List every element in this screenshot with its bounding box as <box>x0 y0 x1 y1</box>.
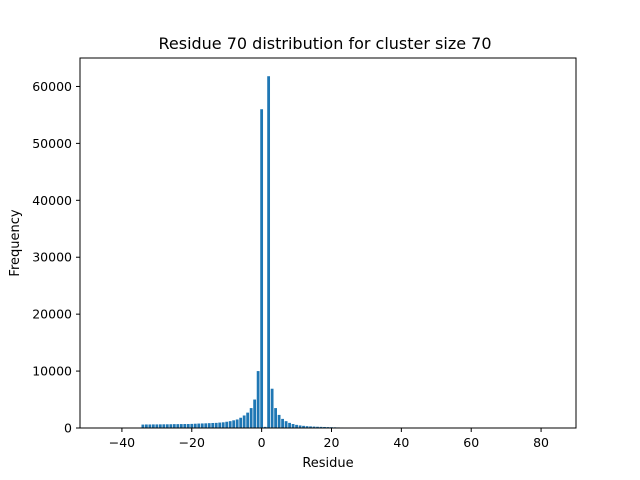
bar <box>193 423 197 428</box>
y-tick-label: 30000 <box>32 250 72 265</box>
bar <box>232 420 236 428</box>
bar <box>263 426 267 428</box>
y-axis-ticks: 0 10000 20000 30000 40000 50000 60000 <box>32 79 80 436</box>
bar <box>214 422 218 428</box>
bar <box>239 417 243 428</box>
bar <box>155 424 159 428</box>
bar <box>169 424 173 428</box>
bar <box>298 425 302 428</box>
bar <box>302 425 305 428</box>
plot-frame <box>79 57 577 429</box>
bar <box>158 424 162 428</box>
chart-title: Residue 70 distribution for cluster size… <box>158 34 491 53</box>
bar <box>228 421 232 428</box>
bar <box>309 426 312 428</box>
bar <box>253 399 257 428</box>
bar <box>144 424 148 428</box>
bar <box>218 422 222 428</box>
bar <box>277 414 281 428</box>
x-tick-label: 60 <box>463 435 479 450</box>
bar <box>190 423 194 428</box>
bar <box>207 423 211 428</box>
bar <box>256 371 260 428</box>
bar <box>267 76 271 428</box>
bar <box>246 412 250 428</box>
bar <box>291 424 295 428</box>
bar <box>323 426 326 428</box>
x-axis-ticks: −40 −20 0 20 40 60 80 <box>109 428 549 450</box>
bar <box>249 408 253 428</box>
y-axis-label: Frequency <box>8 209 23 276</box>
bar <box>221 422 225 428</box>
bar <box>186 424 190 428</box>
y-tick-label: 10000 <box>32 364 72 379</box>
bar <box>295 424 298 428</box>
y-tick-label: 60000 <box>32 79 72 94</box>
bar <box>176 424 180 428</box>
x-tick-label: −20 <box>179 435 205 450</box>
bar <box>197 423 201 428</box>
bar <box>151 424 155 428</box>
y-tick-label: 50000 <box>32 136 72 151</box>
x-tick-label: 20 <box>324 435 340 450</box>
bar <box>225 421 229 428</box>
y-tick-label: 20000 <box>32 307 72 322</box>
x-tick-label: −40 <box>109 435 135 450</box>
bar <box>274 408 277 428</box>
y-tick-label: 40000 <box>32 193 72 208</box>
bar <box>305 426 309 428</box>
y-tick-label: 0 <box>64 421 72 436</box>
bar <box>183 424 187 428</box>
bar <box>148 424 152 428</box>
bar <box>235 419 239 428</box>
bar <box>204 423 208 428</box>
bar <box>141 424 145 428</box>
bar <box>211 422 215 428</box>
bar <box>288 422 291 428</box>
bar <box>281 418 284 428</box>
bar <box>242 415 246 428</box>
bar <box>260 109 264 428</box>
bar <box>270 388 274 428</box>
bar <box>312 426 316 428</box>
bar <box>316 426 319 428</box>
bar <box>172 424 176 428</box>
bar <box>179 424 183 428</box>
x-tick-label: 0 <box>258 435 266 450</box>
x-axis-label: Residue <box>302 456 353 471</box>
bar <box>165 424 169 428</box>
bar <box>162 424 166 428</box>
x-tick-label: 80 <box>533 435 549 450</box>
bar <box>319 426 323 428</box>
x-tick-label: 40 <box>393 435 409 450</box>
bar <box>284 421 288 428</box>
bar <box>200 423 204 428</box>
